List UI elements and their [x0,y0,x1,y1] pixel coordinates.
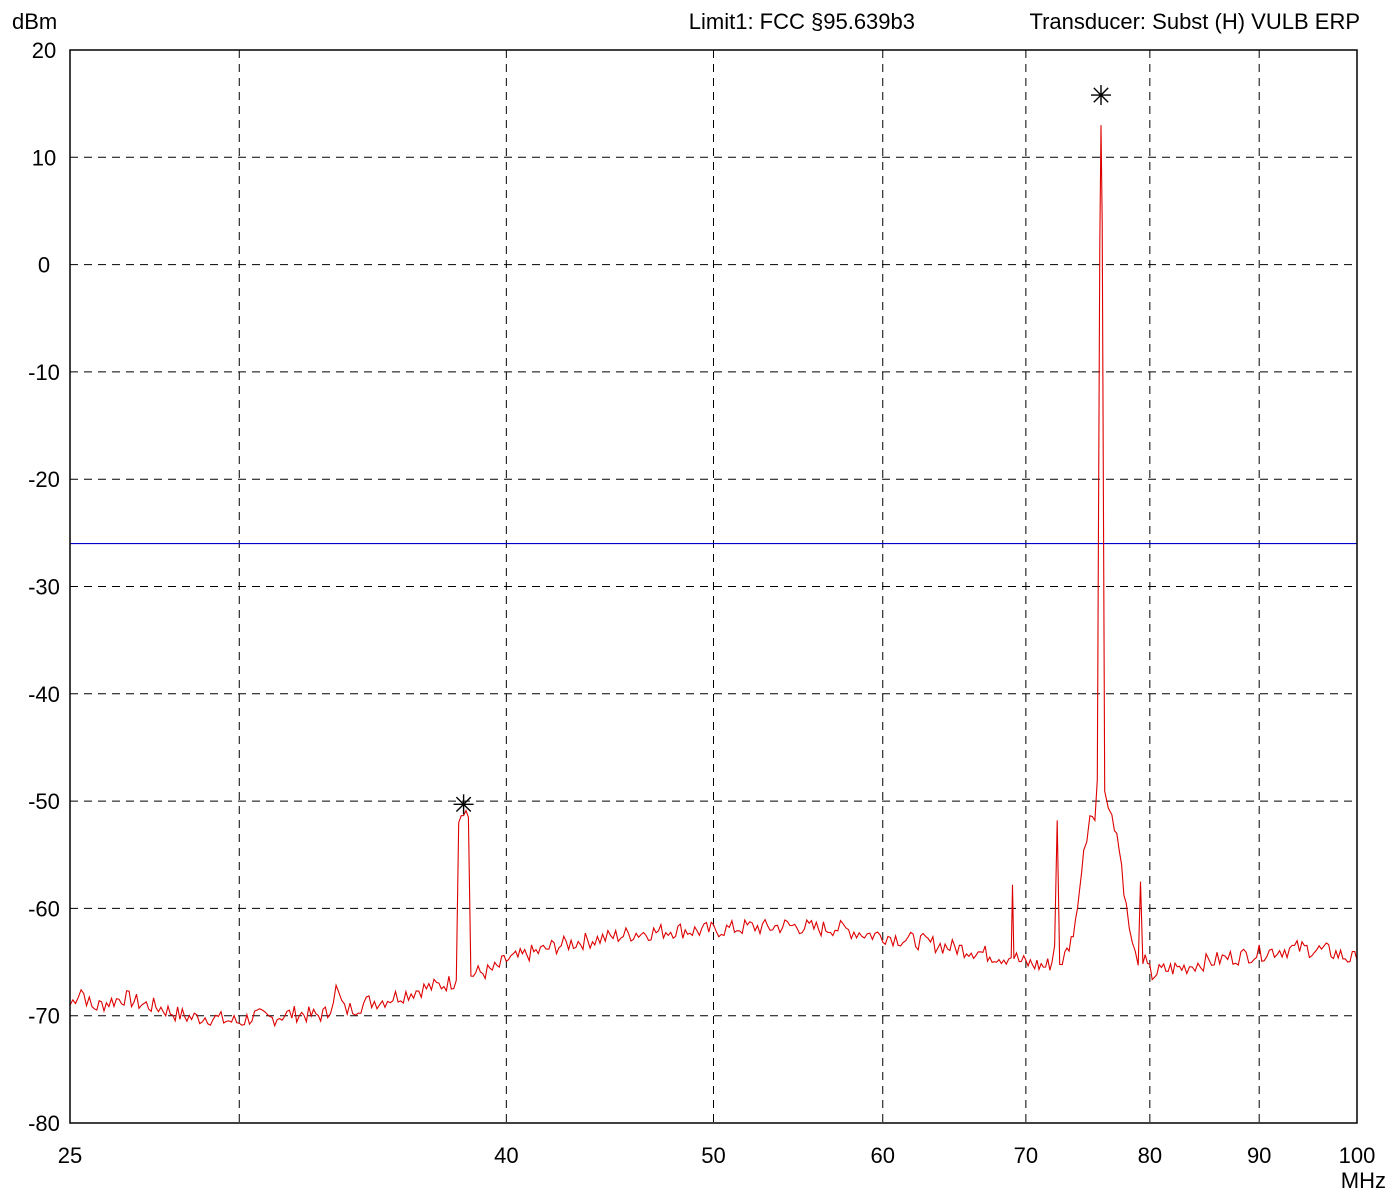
x-tick-label: 80 [1138,1143,1162,1168]
y-tick-label: -50 [28,789,60,814]
y-tick-label: -20 [28,467,60,492]
transducer-title: Transducer: Subst (H) VULB ERP [1029,9,1360,34]
y-tick-label: -60 [28,896,60,921]
x-tick-label: 40 [494,1143,518,1168]
spectrum-trace [69,125,1358,1028]
plot-frame [69,49,1358,1124]
peak-marker [1090,85,1111,106]
x-tick-label: 50 [701,1143,725,1168]
x-tick-label: 70 [1014,1143,1038,1168]
x-tick-label: 90 [1247,1143,1271,1168]
limit-title: Limit1: FCC §95.639b3 [689,9,915,34]
y-tick-label: -80 [28,1111,60,1136]
x-tick-label: 25 [58,1143,82,1168]
y-tick-label: -40 [28,682,60,707]
y-tick-label: -10 [28,360,60,385]
y-tick-label: 20 [32,38,56,63]
trace-layer [69,125,1358,1028]
y-tick-label: 10 [32,145,56,170]
x-unit-label: MHz [1341,1168,1386,1193]
grid-layer [70,50,1357,1123]
x-tick-label: 100 [1339,1143,1376,1168]
y-tick-label: -30 [28,575,60,600]
y-unit-label: dBm [12,9,57,34]
marker-layer [453,85,1111,815]
y-tick-label: -70 [28,1004,60,1029]
y-tick-label: 0 [38,253,50,278]
x-tick-label: 60 [871,1143,895,1168]
peak-marker [453,794,474,815]
